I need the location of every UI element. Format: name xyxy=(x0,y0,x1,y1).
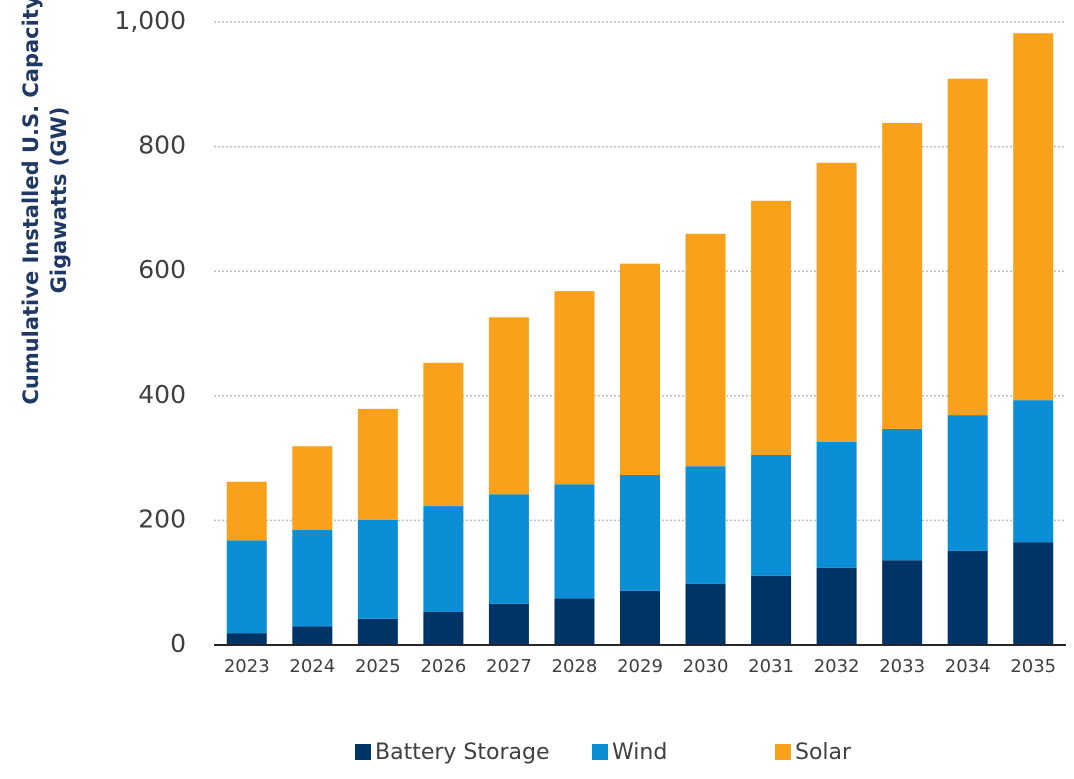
bar-segment xyxy=(554,291,595,485)
legend-label: Wind xyxy=(612,740,667,765)
bar-segment xyxy=(357,519,398,619)
bar-segment xyxy=(1013,542,1054,645)
legend-swatch xyxy=(592,744,608,760)
bar-segment xyxy=(751,454,792,576)
bar-segment xyxy=(620,263,660,475)
bar-segment xyxy=(292,529,333,627)
bar-segment xyxy=(1013,400,1054,543)
bar-segment xyxy=(947,78,988,416)
y-tick-label: 1,000 xyxy=(114,6,186,35)
y-tick-label: 200 xyxy=(138,504,186,533)
bar-segment xyxy=(357,408,398,520)
bar-segment xyxy=(882,122,923,429)
y-axis-label: Cumulative Installed U.S. Capacity xyxy=(19,0,43,405)
x-tick-label: 2029 xyxy=(617,656,663,677)
bar-segment xyxy=(292,626,333,645)
bar-segment xyxy=(423,506,464,612)
bar-segment xyxy=(751,575,792,645)
bar-segment xyxy=(751,200,792,455)
x-tick-label: 2034 xyxy=(945,656,991,677)
bar-segment xyxy=(488,317,529,495)
bar-segment xyxy=(620,474,660,591)
bar-segment xyxy=(554,598,595,645)
bar-segment xyxy=(816,567,857,645)
y-tick-label: 400 xyxy=(138,380,186,409)
legend-swatch xyxy=(775,744,791,760)
x-tick-label: 2032 xyxy=(814,656,860,677)
x-tick-label: 2031 xyxy=(748,656,794,677)
x-tick-label: 2028 xyxy=(552,656,598,677)
y-tick-label: 600 xyxy=(138,255,186,284)
bar-segment xyxy=(226,633,267,645)
bar-segment xyxy=(1013,33,1054,401)
bar-segment xyxy=(947,415,988,551)
bar-segment xyxy=(423,611,464,645)
bar-segment xyxy=(226,540,267,634)
bar-segment xyxy=(423,362,464,507)
x-tick-label: 2023 xyxy=(224,656,270,677)
x-tick-label: 2025 xyxy=(355,656,401,677)
bar-segment xyxy=(554,484,595,599)
legend-label: Battery Storage xyxy=(375,740,550,765)
bar-segment xyxy=(357,618,398,645)
bar-segment xyxy=(292,446,333,530)
x-tick-label: 2033 xyxy=(879,656,925,677)
bar-segment xyxy=(488,494,529,604)
bar-segment xyxy=(620,590,660,645)
legend-swatch xyxy=(355,744,371,760)
bar-segment xyxy=(882,428,923,561)
y-axis-label: Gigawatts (GW) xyxy=(47,107,71,294)
bar-segment xyxy=(882,560,923,645)
bar-segment xyxy=(226,481,267,541)
bar-segment xyxy=(685,466,726,584)
x-tick-label: 2027 xyxy=(486,656,532,677)
x-tick-label: 2035 xyxy=(1010,656,1056,677)
bar-segment xyxy=(685,583,726,645)
x-tick-label: 2030 xyxy=(683,656,729,677)
y-tick-label: 800 xyxy=(138,131,186,160)
bar-segment xyxy=(488,603,529,645)
x-tick-label: 2024 xyxy=(289,656,335,677)
bar-segment xyxy=(816,441,857,568)
y-tick-label: 0 xyxy=(170,629,186,658)
bar-segment xyxy=(685,233,726,467)
x-tick-label: 2026 xyxy=(420,656,466,677)
legend-label: Solar xyxy=(795,740,852,765)
bar-segment xyxy=(947,550,988,645)
bar-segment xyxy=(816,162,857,442)
